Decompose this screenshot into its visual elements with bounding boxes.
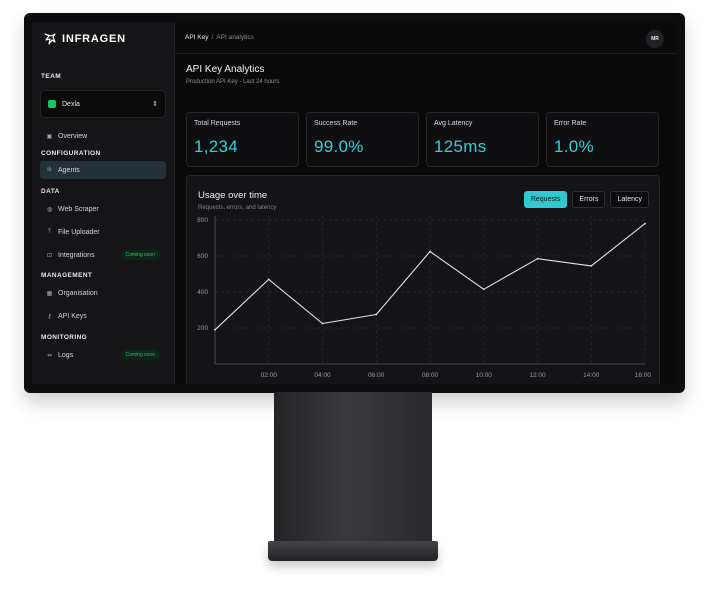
team-avatar-icon: [48, 100, 56, 108]
data-point: [321, 322, 324, 325]
data-point: [644, 222, 646, 225]
x-tick-label: 10:00: [476, 372, 493, 379]
sidebar: INFRAGEN TEAM Dexla ⇕ ▣ Overview CONFIGU…: [32, 22, 175, 384]
stat-card-avg-latency: Avg Latency 125ms: [426, 112, 539, 167]
team-section-label: TEAM: [41, 73, 62, 80]
overview-icon: ▣: [46, 133, 53, 140]
stat-label: Total Requests: [194, 120, 241, 127]
section-label-management: MANAGEMENT: [41, 272, 93, 279]
section-label-data: DATA: [41, 188, 60, 195]
stat-value: 1.0%: [554, 137, 594, 156]
integrations-icon: ⊡: [46, 252, 53, 259]
x-tick-label: 02:00: [261, 372, 278, 379]
stat-label: Avg Latency: [434, 120, 473, 127]
y-tick-label: 800: [197, 217, 208, 224]
sidebar-item-api-keys[interactable]: ⚷ API Keys: [40, 307, 166, 325]
stat-card-error-rate: Error Rate 1.0%: [546, 112, 659, 167]
team-name: Dexla: [62, 100, 80, 108]
usage-line-chart: 200 400 600 800 02:00 04:00 06:00 08:00 10:00 12:…: [197, 216, 652, 379]
y-tick-label: 400: [197, 289, 208, 296]
stats-cards: Total Requests 1,234 Success Rate 99.0% …: [186, 112, 659, 167]
usage-chart-panel: Usage over time Requests, errors, and la…: [186, 175, 660, 384]
chart-tabs: Requests Errors Latency: [523, 191, 649, 208]
sidebar-item-integrations[interactable]: ⊡ Integrations Coming soon: [40, 246, 166, 264]
breadcrumb: API Key / API analytics: [175, 22, 677, 54]
data-point: [590, 265, 593, 267]
section-label-monitoring: MONITORING: [41, 334, 88, 341]
sidebar-item-label: Overview: [58, 132, 88, 140]
x-tick-label: 06:00: [368, 372, 385, 379]
monitor-stand: [274, 392, 432, 544]
tab-latency[interactable]: Latency: [610, 191, 649, 208]
sidebar-item-label: Organisation: [58, 289, 98, 297]
stat-label: Success Rate: [314, 120, 358, 127]
data-point: [375, 313, 378, 316]
user-avatar[interactable]: MR: [646, 30, 664, 48]
x-tick-label: 16:00: [635, 372, 652, 379]
main-content: API Key / API analytics MR API Key Analy…: [175, 22, 677, 384]
data-point: [214, 328, 216, 331]
data-point: [267, 278, 270, 281]
sidebar-item-logs[interactable]: ↭ Logs Coming soon: [40, 346, 166, 364]
chart-title: Usage over time: [198, 190, 268, 201]
section-label-configuration: CONFIGURATION: [41, 150, 101, 157]
breadcrumb-separator: /: [211, 34, 214, 41]
logs-icon: ↭: [46, 352, 53, 359]
chevron-updown-icon: ⇕: [152, 100, 158, 108]
upload-icon: ⤒: [48, 228, 51, 235]
brand-name: INFRAGEN: [62, 33, 126, 45]
sidebar-item-label: Integrations: [58, 251, 95, 259]
sidebar-item-label: API Keys: [58, 312, 87, 320]
x-tick-label: 04:00: [314, 372, 331, 379]
data-point: [429, 250, 431, 253]
brand-logo[interactable]: INFRAGEN: [43, 32, 166, 46]
tab-requests[interactable]: Requests: [523, 191, 568, 208]
page-subtitle: Production API Key - Last 24 hours: [186, 79, 280, 85]
x-tick-label: 14:00: [583, 372, 600, 379]
monitor-screen: INFRAGEN TEAM Dexla ⇕ ▣ Overview CONFIGU…: [32, 22, 677, 384]
stat-value: 99.0%: [314, 137, 364, 156]
breadcrumb-item-api-analytics: API analytics: [216, 34, 254, 41]
chart-subtitle: Requests, errors, and latency: [198, 205, 277, 211]
stat-card-total-requests: Total Requests 1,234: [186, 112, 299, 167]
sidebar-item-label: Web Scraper: [58, 205, 99, 213]
stat-card-success-rate: Success Rate 99.0%: [306, 112, 419, 167]
page-title: API Key Analytics: [186, 64, 265, 75]
team-selector[interactable]: Dexla ⇕: [40, 90, 166, 118]
sidebar-item-overview[interactable]: ▣ Overview: [40, 127, 166, 145]
tab-errors[interactable]: Errors: [572, 191, 606, 208]
stat-value: 125ms: [434, 137, 487, 156]
x-tick-label: 08:00: [422, 372, 439, 379]
breadcrumb-item-api-key[interactable]: API Key: [185, 34, 209, 41]
sidebar-item-organisation[interactable]: ▦ Organisation: [40, 284, 166, 302]
data-point: [482, 288, 485, 291]
globe-icon: ◍: [46, 206, 53, 213]
sidebar-item-label: File Uploader: [58, 228, 100, 236]
monitor-stand-base: [268, 541, 438, 561]
y-tick-label: 600: [197, 253, 208, 260]
sidebar-item-label: Agents: [58, 166, 80, 174]
key-icon: ⚷: [47, 313, 52, 320]
sidebar-item-file-uploader[interactable]: ⤒ File Uploader: [40, 223, 166, 241]
stat-value: 1,234: [194, 137, 239, 156]
infragen-logo-icon: [44, 33, 56, 45]
data-point: [536, 257, 539, 260]
sidebar-item-agents[interactable]: ılı Agents: [40, 161, 166, 179]
organisation-icon: ▦: [46, 290, 53, 297]
stat-label: Error Rate: [554, 120, 587, 127]
agents-icon: ılı: [47, 167, 52, 173]
sidebar-item-label: Logs: [58, 351, 74, 359]
coming-soon-badge: Coming soon: [120, 350, 160, 360]
sidebar-item-web-scraper[interactable]: ◍ Web Scraper: [40, 200, 166, 218]
y-tick-label: 200: [197, 325, 208, 332]
coming-soon-badge: Coming soon: [120, 250, 160, 260]
x-tick-label: 12:00: [529, 372, 546, 379]
